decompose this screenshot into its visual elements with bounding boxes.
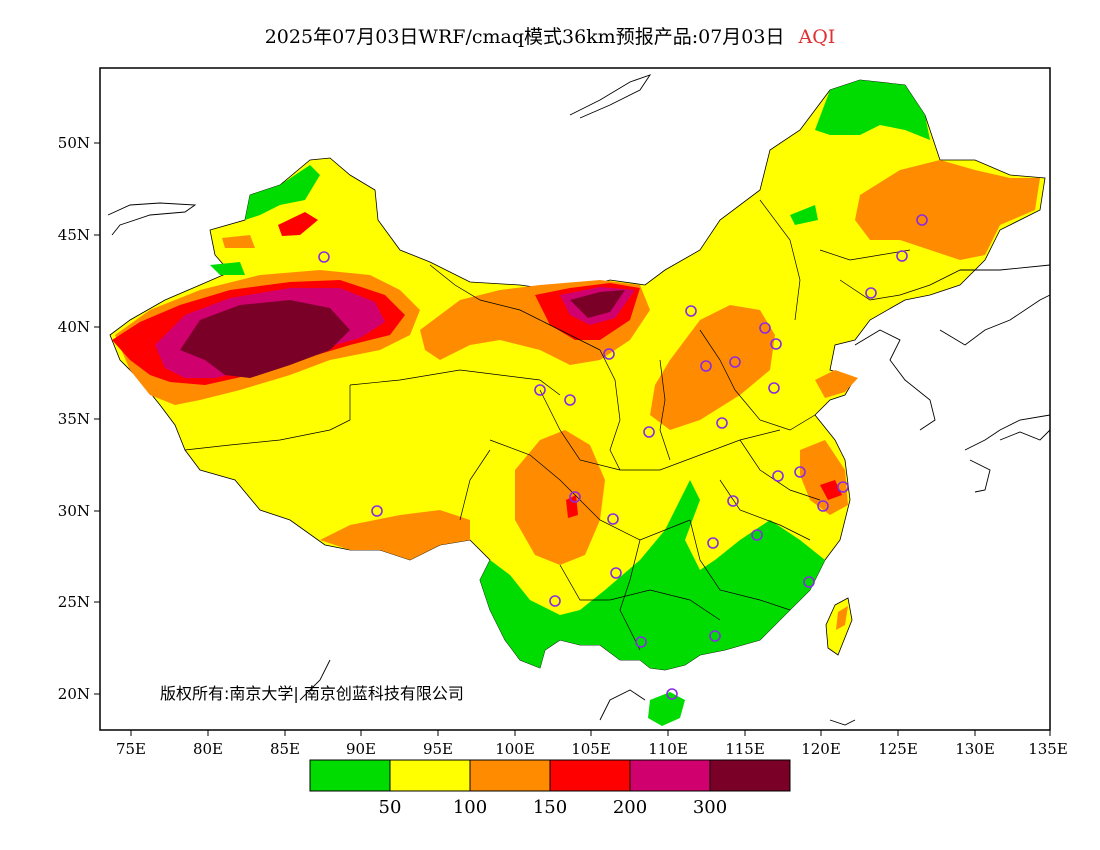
province-borders <box>184 199 961 651</box>
region-good-south <box>480 480 825 670</box>
neighbor-coastlines <box>107 74 1051 726</box>
lon-label: 75E <box>116 740 146 758</box>
legend-swatch <box>469 759 551 792</box>
lat-label: 30N <box>58 502 90 520</box>
map-title: 2025年07月03日WRF/cmaq模式36km预报产品:07月03日 AQI <box>0 22 1100 49</box>
title-main: 2025年07月03日WRF/cmaq模式36km预报产品:07月03日 <box>264 26 785 48</box>
legend-swatch <box>629 759 711 792</box>
lat-label: 50N <box>58 134 90 152</box>
lon-label: 135E <box>1028 740 1068 758</box>
lat-label: 40N <box>58 318 90 336</box>
lon-label: 115E <box>725 740 765 758</box>
region-hazardous-xinjiang <box>180 300 350 378</box>
lat-label: 35N <box>58 410 90 428</box>
axis-ticks <box>94 142 1051 736</box>
legend-label: 50 <box>379 797 402 818</box>
region-good-northeast <box>815 80 930 140</box>
lon-label: 90E <box>346 740 376 758</box>
lon-label: 110E <box>648 740 688 758</box>
region-good-hainan <box>648 692 685 726</box>
region-usg-shandong <box>815 370 858 398</box>
taiwan-usg <box>836 606 848 630</box>
station-markers <box>318 214 928 700</box>
lon-label: 125E <box>878 740 918 758</box>
region-unhealthy-sichuan <box>566 495 578 518</box>
lon-labels: 75E 80E 85E 90E 95E 100E 105E 110E 115E … <box>116 740 1068 758</box>
legend-swatch <box>309 759 391 792</box>
region-usg-north-china-plain <box>650 305 775 430</box>
region-good-west <box>210 262 245 275</box>
legend-swatch <box>709 759 791 792</box>
region-usg-sichuan <box>515 430 605 565</box>
lon-label: 95E <box>423 740 453 758</box>
legend-label: 200 <box>613 797 647 818</box>
legend-label: 100 <box>453 797 487 818</box>
legend-swatch <box>389 759 471 792</box>
lat-label: 45N <box>58 226 90 244</box>
aqi-legend: 50 100 150 200 300 <box>309 759 791 818</box>
region-hazardous-inner-mongolia <box>570 290 625 318</box>
lat-label: 20N <box>58 685 90 703</box>
lon-label: 120E <box>801 740 841 758</box>
region-good-northwest <box>245 165 320 220</box>
legend-label: 300 <box>693 797 727 818</box>
region-usg-northeast <box>855 160 1040 260</box>
lon-label: 85E <box>270 740 300 758</box>
lon-label: 100E <box>495 740 535 758</box>
copyright-text: 版权所有:南京大学| 南京创蓝科技有限公司 <box>160 684 464 703</box>
region-usg-west-patch <box>222 235 255 248</box>
region-good-northeast-patch <box>790 205 818 225</box>
lon-label: 130E <box>955 740 995 758</box>
lon-label: 80E <box>193 740 223 758</box>
title-variable: AQI <box>798 26 836 48</box>
lat-label: 25N <box>58 593 90 611</box>
region-unhealthy-shanghai <box>820 480 842 500</box>
region-unhealthy-northwest-spot <box>278 212 318 236</box>
legend-swatch <box>549 759 631 792</box>
lat-labels: 50N 45N 40N 35N 30N 25N 20N <box>58 134 90 703</box>
lon-label: 105E <box>571 740 611 758</box>
region-usg-tibet-south <box>320 510 470 560</box>
legend-label: 150 <box>533 797 567 818</box>
